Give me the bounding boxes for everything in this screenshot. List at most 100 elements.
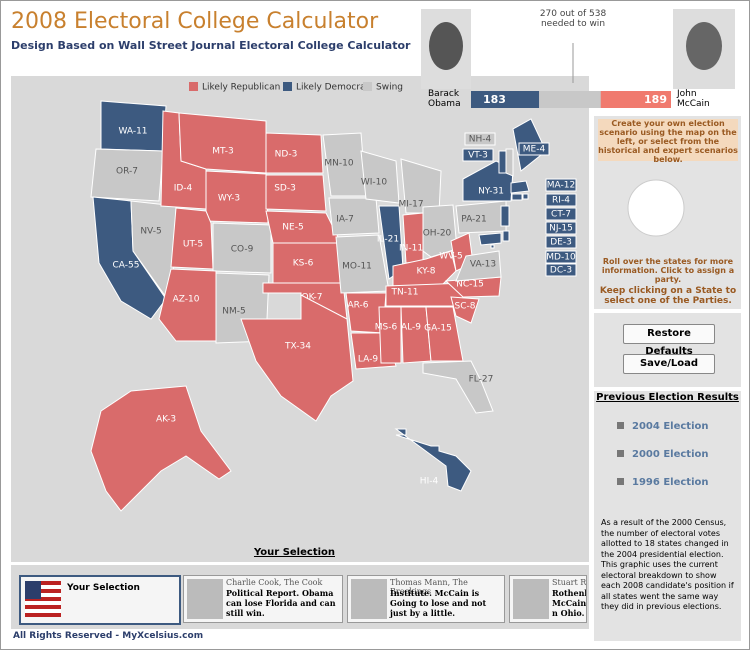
election-2004[interactable]: 2004 Election bbox=[617, 421, 708, 432]
state[interactable] bbox=[498, 150, 507, 174]
obama-face bbox=[429, 22, 463, 70]
state-label: VT-3 bbox=[468, 151, 488, 161]
expert-photo bbox=[513, 579, 549, 619]
state-label-box bbox=[518, 142, 550, 156]
state-label: NE-5 bbox=[282, 223, 303, 233]
state-label-box bbox=[545, 263, 577, 277]
state-label: SC-8 bbox=[455, 302, 476, 312]
state-label: AR-6 bbox=[347, 301, 368, 311]
state-label: AZ-10 bbox=[173, 295, 200, 305]
state[interactable] bbox=[90, 148, 164, 202]
state-label: DC-3 bbox=[550, 266, 572, 276]
needed-note: needed to win bbox=[540, 19, 606, 29]
intro-box: Create your own election scenario using … bbox=[598, 119, 738, 164]
state[interactable] bbox=[510, 180, 530, 194]
state[interactable] bbox=[478, 232, 502, 246]
state[interactable] bbox=[265, 174, 327, 212]
state[interactable] bbox=[511, 193, 523, 201]
rollover-text: Roll over the states for more informatio… bbox=[601, 257, 735, 284]
previous-title: Previous Election Results bbox=[596, 392, 739, 403]
state-label: IN-11 bbox=[399, 244, 423, 254]
state[interactable] bbox=[422, 360, 494, 414]
state-label: NH-4 bbox=[469, 135, 492, 145]
state[interactable] bbox=[158, 268, 217, 342]
republican-count: 189 bbox=[644, 93, 667, 106]
state[interactable] bbox=[90, 385, 232, 512]
state-label: NJ-15 bbox=[549, 224, 573, 234]
state-label: WI-10 bbox=[361, 178, 388, 188]
state[interactable] bbox=[360, 150, 400, 204]
state-label-box bbox=[545, 221, 577, 235]
expert-photo bbox=[187, 579, 223, 619]
state-label: WV-5 bbox=[439, 252, 463, 262]
card-text: Rothenb McCain n Ohio. bbox=[552, 588, 587, 618]
state-label: MD-10 bbox=[546, 253, 576, 263]
scenario-card[interactable]: Stuart R Rothenb McCain n Ohio. bbox=[509, 575, 587, 623]
democrat-count: 183 bbox=[483, 93, 506, 106]
mccain-face bbox=[686, 22, 722, 70]
state[interactable] bbox=[240, 294, 354, 422]
state-label-box bbox=[545, 193, 577, 207]
state-label: HI-4 bbox=[420, 477, 439, 487]
obama-name: Barack Obama bbox=[428, 89, 461, 109]
state-label: MN-10 bbox=[324, 159, 353, 169]
state[interactable] bbox=[378, 306, 402, 364]
state-label: VA-13 bbox=[470, 260, 496, 270]
state-label: WY-3 bbox=[218, 194, 240, 204]
state-label: MO-11 bbox=[342, 262, 372, 272]
republican-bar bbox=[600, 91, 671, 108]
state-label: KY-8 bbox=[417, 267, 436, 277]
scenario-card[interactable]: Your Selection bbox=[19, 575, 181, 625]
election-label: 2000 Election bbox=[632, 449, 709, 460]
state[interactable] bbox=[170, 207, 214, 270]
selection-title: Your Selection bbox=[253, 547, 336, 558]
democrat-bar bbox=[471, 91, 540, 108]
state[interactable] bbox=[394, 428, 472, 492]
state[interactable] bbox=[502, 230, 510, 242]
state-label: NY-31 bbox=[478, 187, 504, 197]
state[interactable] bbox=[490, 244, 495, 249]
save-button[interactable]: Save/Load bbox=[623, 354, 715, 374]
restore-button[interactable]: Restore Defaults bbox=[623, 324, 715, 357]
state-label: ID-4 bbox=[174, 184, 193, 194]
state[interactable] bbox=[178, 112, 267, 174]
state[interactable] bbox=[265, 132, 324, 174]
state[interactable] bbox=[505, 148, 514, 177]
state-label-box bbox=[462, 148, 494, 162]
scenario-card[interactable]: Thomas Mann, The Brookings Institute. McC… bbox=[347, 575, 505, 623]
state[interactable] bbox=[522, 193, 529, 200]
legend-swatch bbox=[189, 82, 198, 91]
state[interactable] bbox=[212, 222, 272, 274]
state[interactable] bbox=[450, 296, 480, 324]
mccain-name: John McCain bbox=[677, 89, 710, 109]
footer: All Rights Reserved - MyXcelsius.com bbox=[13, 631, 204, 641]
title: 2008 Electoral College Calculator bbox=[11, 9, 379, 34]
expert-photo bbox=[351, 579, 387, 619]
election-2000[interactable]: 2000 Election bbox=[617, 449, 708, 460]
state-label: ND-3 bbox=[275, 150, 298, 160]
card-title: Stuart R bbox=[552, 578, 587, 587]
state-label: MT-3 bbox=[212, 147, 233, 157]
state-label: FL-27 bbox=[469, 375, 494, 385]
state-label: SD-3 bbox=[274, 184, 296, 194]
needed-text: 270 out of 538 bbox=[539, 9, 607, 19]
state[interactable] bbox=[402, 212, 424, 264]
legend-swatch bbox=[283, 82, 292, 91]
legend-swatch bbox=[363, 82, 372, 91]
state[interactable] bbox=[328, 197, 380, 236]
legend-label: Likely Republican bbox=[202, 83, 280, 93]
state[interactable] bbox=[500, 205, 510, 227]
florida-icon bbox=[627, 179, 685, 237]
election-1996[interactable]: 1996 Election bbox=[617, 477, 708, 488]
state[interactable] bbox=[205, 170, 269, 224]
scenario-card[interactable]: Charlie Cook, The Cook Political Report. … bbox=[183, 575, 343, 623]
card-title: Charlie Cook, The Cook bbox=[226, 578, 323, 587]
state[interactable] bbox=[455, 250, 502, 282]
election-label: 2004 Election bbox=[632, 421, 709, 432]
keep-text: Keep clicking on a State to select one o… bbox=[599, 286, 737, 306]
state-label: CO-9 bbox=[231, 245, 254, 255]
election-label: 1996 Election bbox=[632, 477, 709, 488]
state-label: OH-20 bbox=[423, 229, 452, 239]
state-label: NM-5 bbox=[222, 307, 245, 317]
state-label: GA-15 bbox=[424, 324, 452, 334]
